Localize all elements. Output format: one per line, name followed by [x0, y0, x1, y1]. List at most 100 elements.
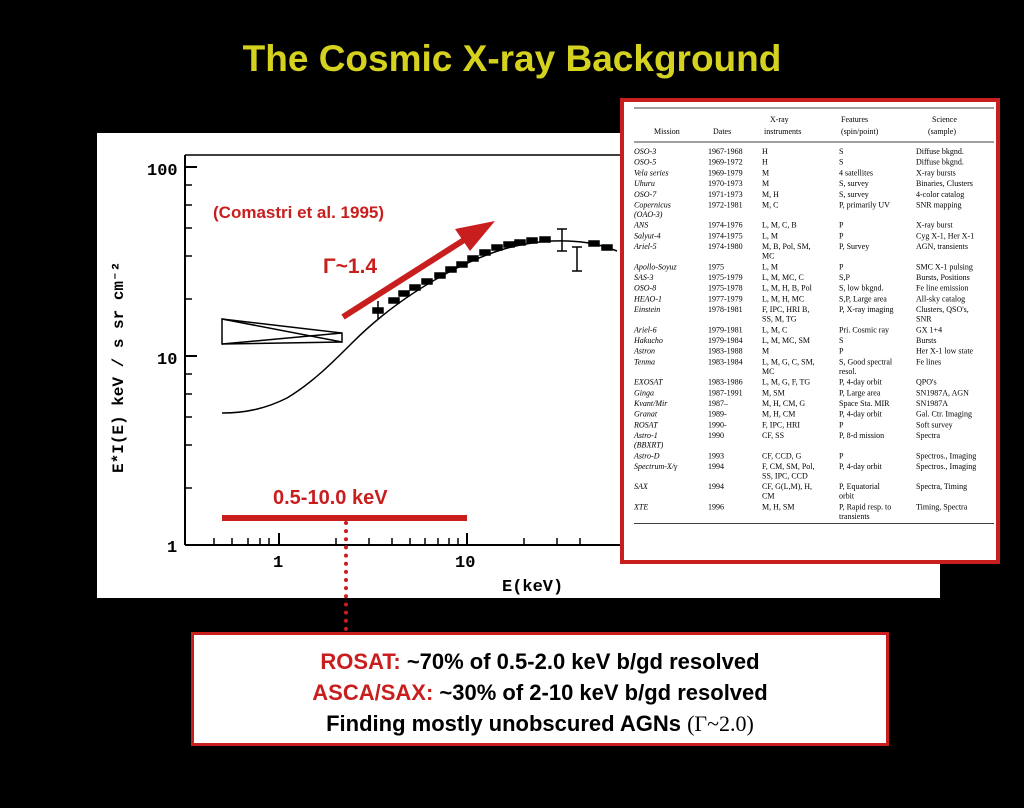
table-mission: ANS — [633, 221, 648, 230]
table-cell: P, 4-day orbit — [839, 462, 883, 471]
table-header: (spin/point) — [841, 127, 879, 136]
table-header: Dates — [713, 127, 731, 136]
table-cell: 1979-1984 — [708, 336, 743, 345]
table-mission: (OAO-3) — [634, 210, 663, 219]
table-cell: Spectra, Timing — [916, 482, 967, 491]
table-cell: Spectros., Imaging — [916, 462, 976, 471]
cxb-model-curve — [221, 240, 618, 414]
table-header: Features — [841, 115, 868, 124]
xray-mission-table: Mission Dates X-ray instruments Features (spi… — [620, 98, 1000, 564]
table-cell: X-ray bursts — [916, 168, 956, 177]
table-mission: Uhuru — [634, 179, 655, 188]
table-cell: CM — [762, 492, 774, 501]
asca-sax-label: ASCA/SAX: — [312, 680, 434, 705]
table-cell: Gal. Ctr. Imaging — [916, 410, 972, 419]
table-cell: Bursts, Positions — [916, 273, 970, 282]
table-header: instruments — [764, 127, 801, 136]
table-mission: Astron — [633, 347, 655, 356]
table-cell: 1977-1979 — [708, 294, 743, 303]
table-mission: Ariel-5 — [633, 242, 657, 251]
table-cell: Space Sta. MIR — [839, 399, 890, 408]
ytick-100: 100 — [147, 162, 178, 181]
table-cell: P, 4-day orbit — [839, 410, 883, 419]
y-axis-label: E*I(E) keV / s sr cm⁻² — [110, 262, 128, 473]
table-cell: F, IPC, HRI — [762, 420, 800, 429]
ytick-10: 10 — [157, 351, 177, 370]
table-cell: Soft survey — [916, 420, 953, 429]
gamma-label: Γ~1.4 — [323, 255, 378, 278]
table-cell: M — [762, 168, 769, 177]
table-cell: H — [762, 147, 768, 156]
bowtie-marker — [221, 318, 343, 345]
table-cell: X-ray burst — [916, 221, 953, 230]
table-cell: S, survey — [839, 190, 869, 199]
table-cell: 1987– — [708, 399, 729, 408]
table-mission: Apollo-Soyuz — [633, 262, 678, 271]
table-mission: SAS-3 — [634, 273, 654, 282]
table-mission: Hakucho — [633, 336, 663, 345]
table-cell: 1990- — [708, 420, 727, 429]
table-cell: 1974-1976 — [708, 221, 743, 230]
table-cell: L, M, C — [762, 325, 787, 334]
table-cell: M, H, SM — [762, 502, 794, 511]
plot-canvas: 100 10 1 1 10 E(keV) E*I(E) keV / s sr c… — [110, 154, 940, 597]
table-cell: 1971-1973 — [708, 190, 743, 199]
table-cell: P, Equatorial — [839, 482, 881, 491]
table-cell: 1972-1981 — [708, 201, 743, 210]
table-cell: L, M — [762, 231, 778, 240]
table-mission: OSO-5 — [634, 158, 656, 167]
table-mission: Tenma — [634, 357, 655, 366]
table-cell: Binaries, Clusters — [916, 179, 973, 188]
table-cell: MC — [762, 252, 774, 261]
table-mission: OSO-7 — [634, 190, 657, 199]
table-cell: 1975-1979 — [708, 273, 743, 282]
table-cell: P, primarily UV — [839, 201, 890, 210]
table-cell: transients — [839, 512, 870, 521]
table-cell: Diffuse bkgnd. — [916, 147, 964, 156]
table-cell: P, 4-day orbit — [839, 378, 883, 387]
table-cell: 1970-1973 — [708, 179, 743, 188]
xtick-10: 10 — [455, 554, 475, 573]
table-cell: 1974-1980 — [708, 242, 743, 251]
energy-band-label: 0.5-10.0 keV — [273, 487, 388, 509]
table-cell: 1993 — [708, 451, 724, 460]
cxb-data-points — [372, 228, 613, 319]
table-mission: Ariel-6 — [633, 325, 657, 334]
table-cell: M, H, CM, G — [762, 399, 805, 408]
table-header: (sample) — [928, 127, 956, 136]
gamma-arrow — [341, 221, 495, 320]
table-cell: P — [839, 262, 844, 271]
table-cell: 1969-1972 — [708, 158, 743, 167]
table-cell: S,P — [839, 273, 850, 282]
table-cell: L, M, MC, SM — [762, 336, 810, 345]
table-cell: 1994 — [708, 462, 724, 471]
x-major-ticks — [278, 533, 468, 545]
table-cell: P — [839, 231, 844, 240]
table-cell: L, M, C, B — [762, 221, 797, 230]
table-cell: 4-color catalog — [916, 190, 964, 199]
table-mission: Einstein — [633, 305, 660, 314]
table-cell: P — [839, 420, 844, 429]
table-cell: 1979-1981 — [708, 325, 743, 334]
table-canvas: Mission Dates X-ray instruments Features (spi… — [633, 107, 994, 525]
table-cell: 4 satellites — [839, 168, 873, 177]
table-cell: Spectros., Imaging — [916, 451, 976, 460]
table-cell: QPO's — [916, 378, 937, 387]
table-cell: L, M, G, F, TG — [762, 378, 810, 387]
table-cell: SS, M, TG — [762, 315, 797, 324]
asca-sax-text: ~30% of 2-10 keV b/gd resolved — [439, 680, 768, 705]
table-header: X-ray — [770, 115, 789, 124]
x-axis-label: E(keV) — [502, 578, 563, 597]
table-cell: P, Large area — [839, 388, 881, 397]
table-cell: 1990 — [708, 431, 724, 440]
table-cell: 1974-1975 — [708, 231, 743, 240]
table-cell: AGN, transients — [916, 242, 968, 251]
table-cell: orbit — [839, 492, 855, 501]
table-cell: P — [839, 347, 844, 356]
summary-line-3: Finding mostly unobscured AGNs (Γ~2.0) — [194, 708, 886, 739]
table-mission: Vela series — [634, 168, 668, 177]
table-cell: S, Good spectral — [839, 357, 893, 366]
table-cell: L, M — [762, 262, 778, 271]
citation-label: (Comastri et al. 1995) — [213, 203, 385, 222]
table-cell: 1975-1978 — [708, 284, 743, 293]
